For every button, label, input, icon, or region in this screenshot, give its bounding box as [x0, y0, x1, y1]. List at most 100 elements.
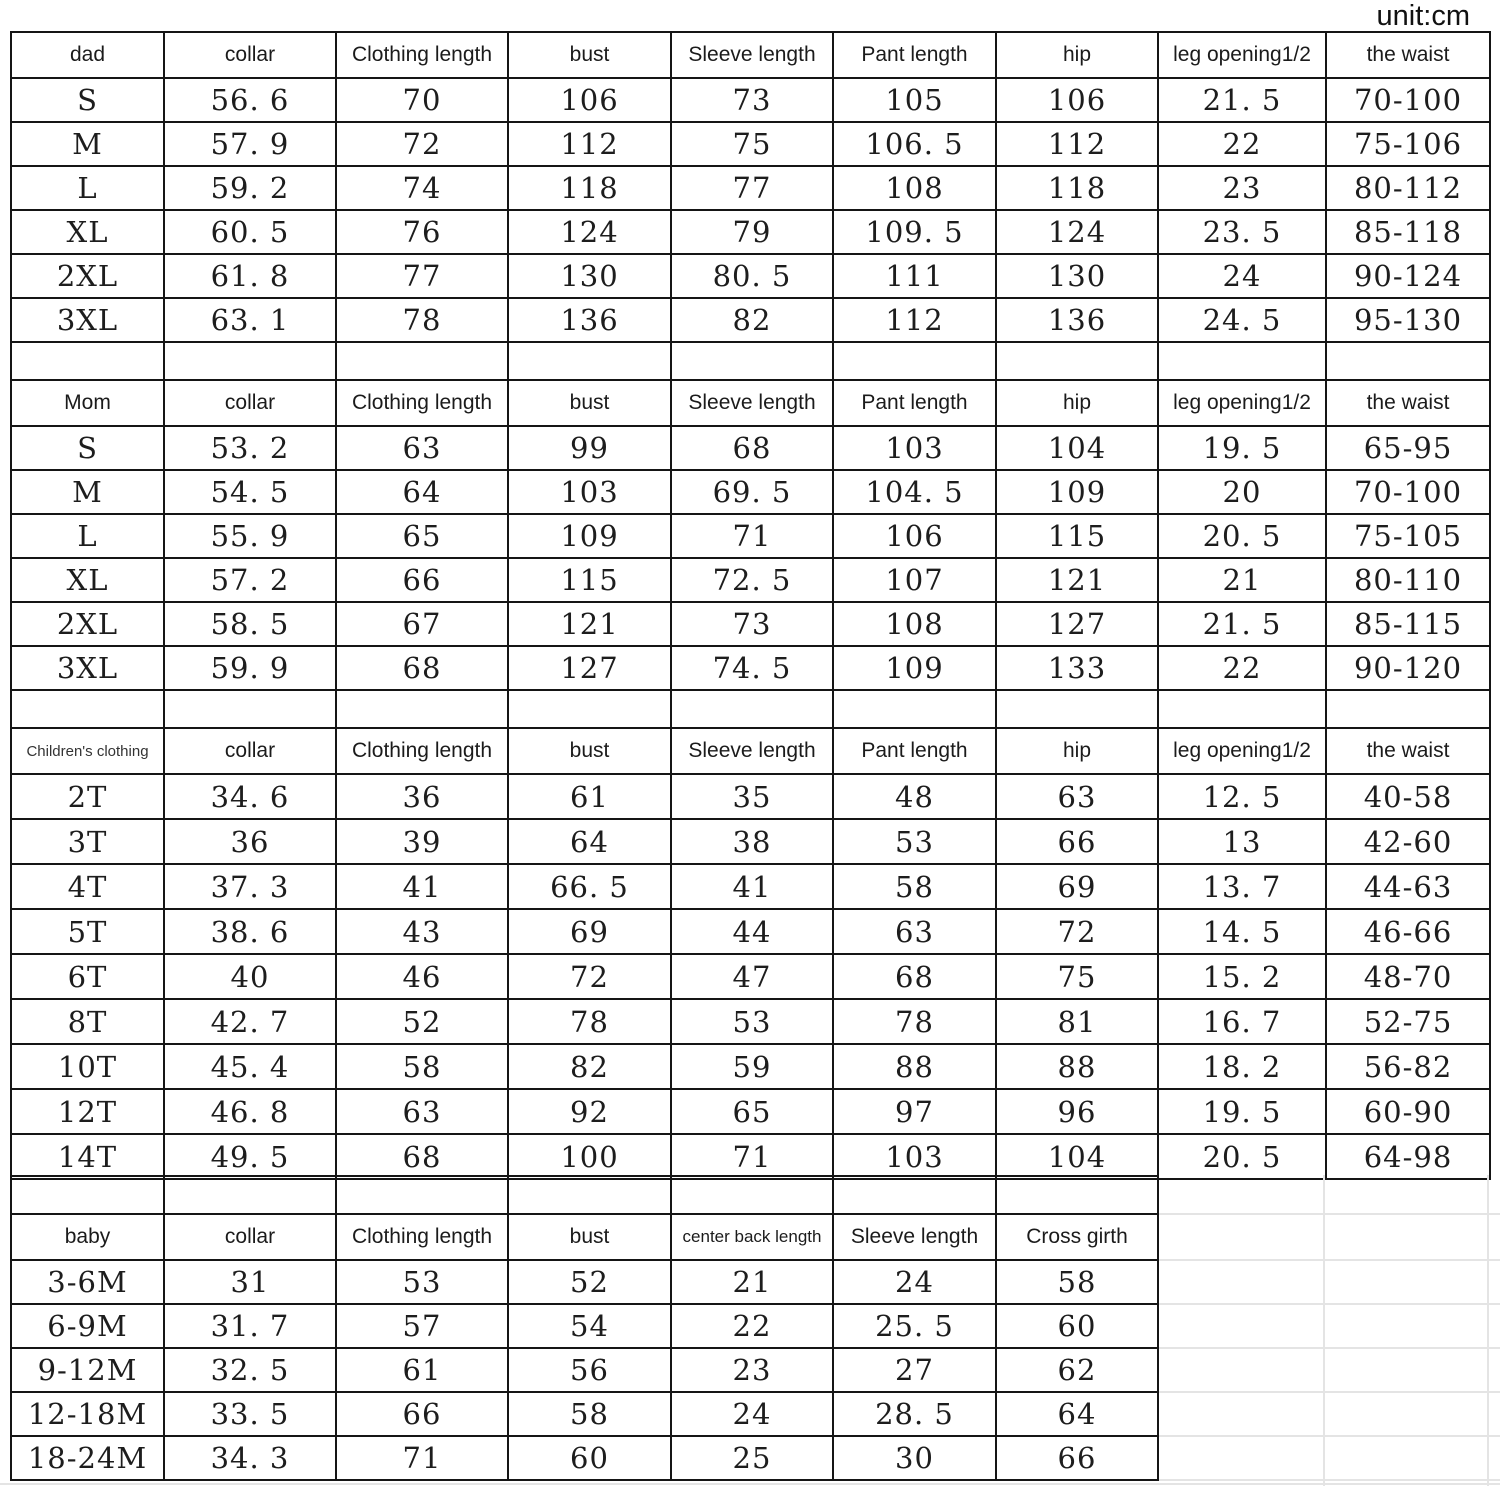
column-header: the waist: [1325, 379, 1491, 427]
empty-cell: [832, 341, 997, 381]
value-cell: 27: [832, 1347, 997, 1393]
value-cell: 82: [670, 297, 834, 343]
value-cell: 63: [995, 773, 1159, 820]
value-cell: 96: [995, 1088, 1159, 1135]
value-cell: 25: [670, 1435, 834, 1481]
table-row: 12T 46. 8 63 92 65 97 96 19. 5 60-90: [10, 1088, 1491, 1135]
value-cell: 64: [995, 1391, 1159, 1437]
row-label-cell: 12T: [10, 1088, 165, 1135]
row-label-cell: M: [10, 469, 165, 515]
table-row: 14T 49. 5 68 100 71 103 104 20. 5 64-98: [10, 1133, 1491, 1180]
value-cell: 48-70: [1325, 953, 1491, 1000]
value-cell: 31: [163, 1259, 337, 1305]
value-cell: 23: [1157, 165, 1327, 211]
value-cell: 56-82: [1325, 1043, 1491, 1090]
row-label-cell: 3XL: [10, 645, 165, 691]
column-header: the waist: [1325, 31, 1491, 79]
value-cell: 22: [1157, 645, 1327, 691]
row-label-cell: 2T: [10, 773, 165, 820]
value-cell: 59: [670, 1043, 834, 1090]
value-cell: 38. 6: [163, 908, 337, 955]
value-cell: 24: [832, 1259, 997, 1305]
value-cell: 24. 5: [1157, 297, 1327, 343]
value-cell: 41: [670, 863, 834, 910]
column-header: Clothing length: [335, 1213, 509, 1261]
value-cell: 37. 3: [163, 863, 337, 910]
value-cell: 52-75: [1325, 998, 1491, 1045]
value-cell: 56. 6: [163, 77, 337, 123]
value-cell: 73: [670, 77, 834, 123]
value-cell: 20. 5: [1157, 513, 1327, 559]
value-cell: 104: [995, 1133, 1159, 1180]
value-cell: 74. 5: [670, 645, 834, 691]
grid-line: [0, 1483, 1500, 1485]
value-cell: 57: [335, 1303, 509, 1349]
value-cell: 30: [832, 1435, 997, 1481]
value-cell: 109: [832, 645, 997, 691]
value-cell: 20. 5: [1157, 1133, 1327, 1180]
value-cell: 85-118: [1325, 209, 1491, 255]
row-label-cell: 10T: [10, 1043, 165, 1090]
value-cell: 24: [1157, 253, 1327, 299]
value-cell: 58: [507, 1391, 672, 1437]
value-cell: 130: [507, 253, 672, 299]
column-header: Sleeve length: [670, 727, 834, 775]
value-cell: 80-112: [1325, 165, 1491, 211]
value-cell: 108: [832, 601, 997, 647]
value-cell: 41: [335, 863, 509, 910]
value-cell: 104. 5: [832, 469, 997, 515]
column-header: Sleeve length: [670, 31, 834, 79]
spacer-row: [10, 689, 1491, 729]
value-cell: 48: [832, 773, 997, 820]
value-cell: 103: [832, 425, 997, 471]
value-cell: 73: [670, 601, 834, 647]
value-cell: 43: [335, 908, 509, 955]
empty-cell: [163, 1175, 337, 1215]
empty-cell: [995, 1175, 1159, 1215]
value-cell: 19. 5: [1157, 425, 1327, 471]
column-header: hip: [995, 379, 1159, 427]
value-cell: 133: [995, 645, 1159, 691]
grid-line: [1159, 1435, 1500, 1437]
row-label-cell: M: [10, 121, 165, 167]
column-header: Clothing length: [335, 727, 509, 775]
table-row: 12-18M 33. 5 66 58 24 28. 5 64: [10, 1391, 1159, 1437]
value-cell: 53: [832, 818, 997, 865]
grid-line: [1159, 1479, 1500, 1481]
value-cell: 124: [995, 209, 1159, 255]
value-cell: 109: [995, 469, 1159, 515]
value-cell: 63: [335, 1088, 509, 1135]
table-title-cell: baby: [10, 1213, 165, 1261]
value-cell: 47: [670, 953, 834, 1000]
value-cell: 77: [335, 253, 509, 299]
row-label-cell: XL: [10, 557, 165, 603]
grid-line: [1159, 1303, 1500, 1305]
value-cell: 71: [670, 1133, 834, 1180]
size-table-baby: baby collar Clothing length bust center back…: [10, 1175, 1159, 1481]
row-label-cell: S: [10, 77, 165, 123]
value-cell: 44-63: [1325, 863, 1491, 910]
column-header: leg opening1/2: [1157, 379, 1327, 427]
column-header: Clothing length: [335, 31, 509, 79]
row-label-cell: 14T: [10, 1133, 165, 1180]
empty-cell: [335, 689, 509, 729]
value-cell: 99: [507, 425, 672, 471]
table-row: 18-24M 34. 3 71 60 25 30 66: [10, 1435, 1159, 1481]
value-cell: 124: [507, 209, 672, 255]
table-row: XL 57. 2 66 115 72. 5 107 121 21 80-110: [10, 557, 1491, 603]
header-row: Children's clothing collar Clothing length…: [10, 727, 1491, 775]
empty-cell: [1325, 689, 1491, 729]
grid-line: [1323, 1175, 1325, 1486]
row-label-cell: L: [10, 165, 165, 211]
value-cell: 68: [832, 953, 997, 1000]
value-cell: 60. 5: [163, 209, 337, 255]
value-cell: 58: [832, 863, 997, 910]
value-cell: 104: [995, 425, 1159, 471]
value-cell: 77: [670, 165, 834, 211]
value-cell: 66. 5: [507, 863, 672, 910]
value-cell: 75: [995, 953, 1159, 1000]
value-cell: 20: [1157, 469, 1327, 515]
value-cell: 130: [995, 253, 1159, 299]
grid-line: [1159, 1213, 1500, 1215]
value-cell: 92: [507, 1088, 672, 1135]
